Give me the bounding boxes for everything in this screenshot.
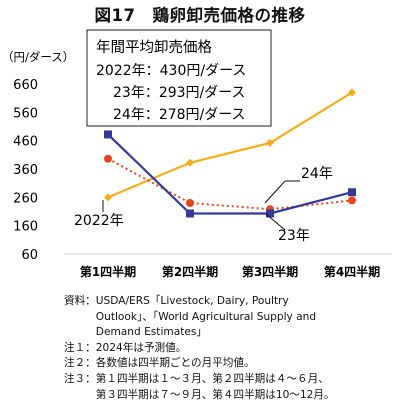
note-line: 2024年は予測値。 [95, 341, 187, 354]
data-point [104, 154, 112, 163]
series-3 [104, 154, 356, 214]
note-line: Demand Estimates」 [95, 326, 207, 339]
data-point [348, 188, 356, 197]
x-tick-label: 第4四半期 [324, 264, 380, 279]
y-tick-label: 60 [21, 248, 38, 263]
y-tick-label: 660 [13, 78, 38, 93]
data-point [104, 193, 112, 202]
x-tick-label: 第1四半期 [80, 264, 136, 279]
note-line: Outlook」、「World Agricultural Supply and [95, 310, 317, 323]
annual-average-23: 23年：293円/ダース [113, 85, 246, 101]
x-tick-label: 第3四半期 [242, 264, 298, 279]
y-axis-ticks: 60 160 260 360 460 560 660 [13, 78, 38, 263]
y-tick-label: 260 [13, 191, 38, 206]
data-point [348, 196, 356, 205]
series-label-2022: 2022年 [74, 213, 124, 229]
annual-average-frame [86, 29, 272, 127]
y-tick-label: 160 [13, 220, 38, 235]
series-line [107, 157, 353, 211]
callout-leader-24 [264, 180, 286, 204]
note-line: 第３四半期は７～９月、第４四半期は10～12月。 [95, 388, 335, 401]
y-tick-label: 460 [13, 135, 38, 150]
y-tick-label: 560 [13, 106, 38, 121]
note-key: 注３： [64, 372, 96, 385]
footnotes: 資料： USDA/ERS「Livestock, Dairy, Poultry O… [64, 294, 400, 403]
note-key: 注２： [64, 357, 96, 370]
note-line: USDA/ERS「Livestock, Dairy, Poultry [95, 295, 289, 307]
note-line: 第１四半期は１～３月、第２四半期は４～６月、 [95, 372, 329, 385]
x-axis: 第1四半期 第2四半期 第3四半期 第4四半期 [64, 253, 392, 279]
note-key: 資料： [64, 295, 96, 307]
x-tick-label: 第2四半期 [162, 264, 218, 279]
series-callouts: 24年 23年 2022年 [74, 166, 333, 244]
data-point [186, 199, 194, 207]
annual-average-box: 年間平均卸売価格 2022年：430円/ダース 23年：293円/ダース 24年… [86, 29, 272, 127]
data-point [186, 209, 194, 218]
annual-average-heading: 年間平均卸売価格 [96, 39, 212, 56]
note-2: 注２： 各数値は四半期ごとの月平均値。 [64, 356, 400, 372]
annual-average-2022: 2022年：430円/ダース [96, 63, 246, 79]
series-2 [104, 130, 356, 218]
chart-title: 図17 鶏卵卸売価格の推移 [94, 6, 306, 25]
series-layer [104, 88, 356, 218]
data-point [266, 138, 274, 147]
note-3: 注３： 第１四半期は１～３月、第２四半期は４～６月、 第３四半期は７～９月、第４… [64, 372, 400, 403]
line-chart: （円/ダース） 60160260360460560660 第1四半期 第2四半期第… [2, 29, 392, 279]
note-source: 資料： USDA/ERS「Livestock, Dairy, Poultry O… [64, 294, 400, 341]
y-tick-label: 360 [13, 163, 38, 178]
data-point [104, 130, 112, 139]
series-label-24: 24年 [301, 166, 333, 182]
data-point [266, 209, 274, 218]
note-1: 注１： 2024年は予測値。 [64, 341, 400, 357]
data-point [348, 88, 356, 97]
data-point [186, 158, 194, 167]
series-line [107, 133, 353, 215]
y-axis-label: （円/ダース） [2, 50, 74, 64]
annual-average-24: 24年：278円/ダース [113, 107, 246, 123]
note-key: 注１： [64, 341, 96, 354]
note-line: 各数値は四半期ごとの月平均値。 [95, 357, 255, 370]
callout-leader-23 [265, 213, 286, 231]
series-label-23: 23年 [278, 228, 310, 244]
